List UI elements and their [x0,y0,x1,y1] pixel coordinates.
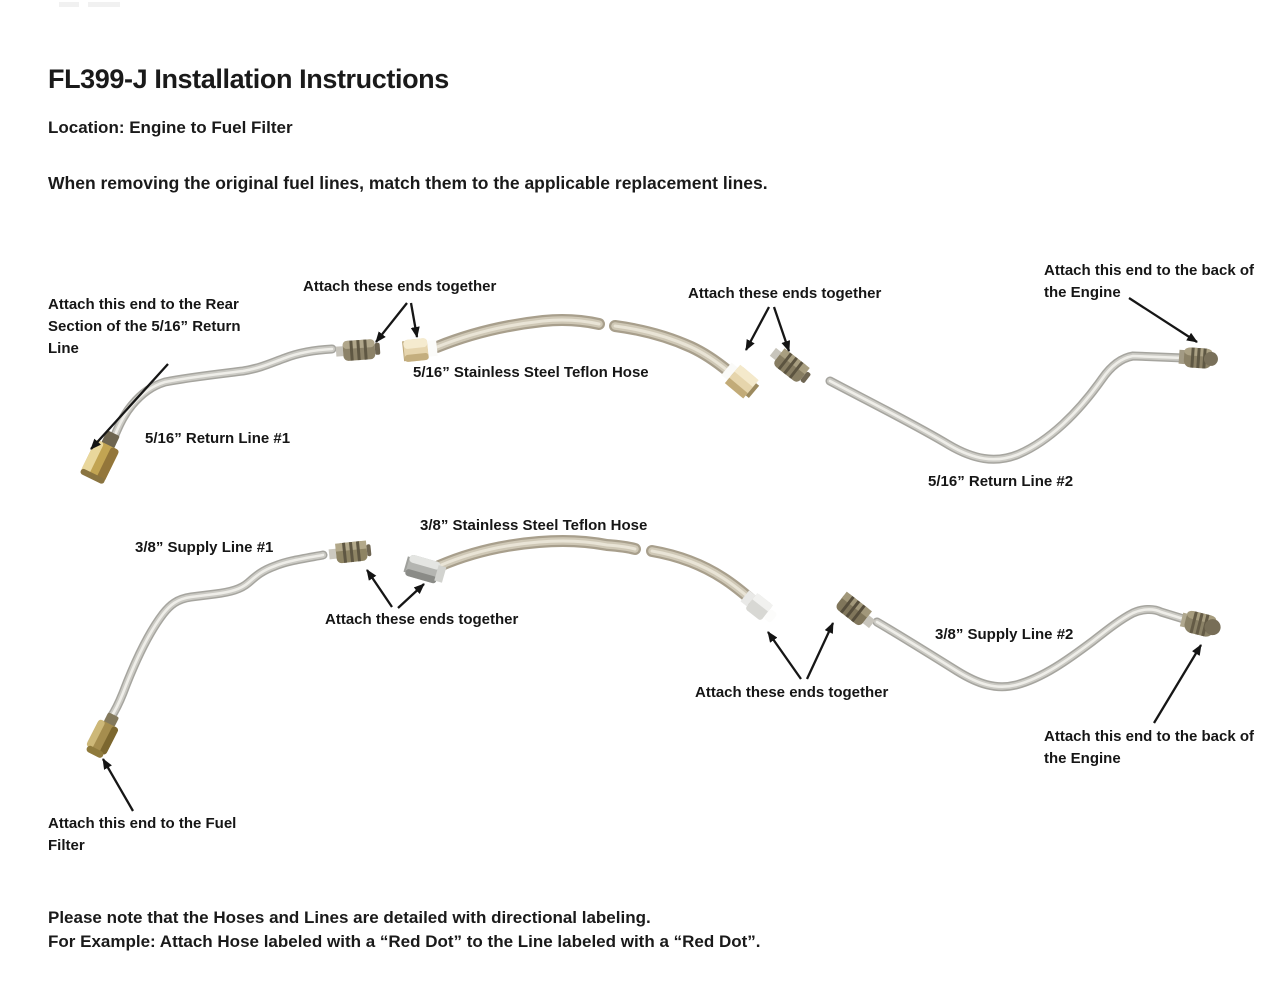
label-supply-line-2: 3/8” Supply Line #2 [935,626,1074,643]
label-attach-engine-return: Attach this end to the back of the Engin… [1044,262,1255,301]
label-attach-ends-return-left: Attach these ends together [303,278,497,295]
scan-artifact [59,2,79,7]
label-return-line-2: 5/16” Return Line #2 [928,473,1074,490]
footnote: Please note that the Hoses and Lines are… [48,906,761,954]
return-line-2-male-fitting [769,347,811,383]
supply-line-2-engine-fitting [1179,610,1221,637]
label-attach-ends-supply-right: Attach these ends together [695,684,889,701]
label-attach-engine-supply: Attach this end to the back of the Engin… [1044,728,1255,767]
label-supply-line-1: 3/8” Supply Line #1 [135,539,274,556]
label-attach-ends-return-right: Attach these ends together [688,285,882,302]
label-hose-38: 3/8” Stainless Steel Teflon Hose [420,517,648,534]
teflon-hose-516 [431,314,734,377]
hose-516-female-nut [402,338,438,362]
footnote-line-2: For Example: Attach Hose labeled with a … [48,932,761,951]
label-attach-fuel-filter: Attach this end to the Fuel Filter [48,815,237,854]
supply-line-1-male-fitting [328,540,372,564]
footnote-line-1: Please note that the Hoses and Lines are… [48,908,651,927]
label-attach-ends-supply-left: Attach these ends together [325,611,519,628]
supply-line-1 [106,550,328,722]
page-title: FL399-J Installation Instructions [48,64,449,94]
supply-line-2 [872,605,1192,692]
label-return-line-1: 5/16” Return Line #1 [145,430,291,447]
return-line-2 [825,351,1189,464]
teflon-hose-38 [433,535,761,609]
supply-line-2-male-fitting [836,591,876,629]
hose-38-female-nut [403,554,447,584]
hose-38-end-nut [740,590,777,623]
label-attach-rear-section: Attach this end to the Rear Section of t… [48,296,241,357]
supply-line-1-filter-fitting [86,712,119,758]
return-line-2-engine-fitting [1178,347,1218,369]
callout-arrows [90,297,1202,812]
intro-line: When removing the original fuel lines, m… [48,173,768,193]
location-line: Location: Engine to Fuel Filter [48,118,293,137]
hose-516-end-nut [721,362,760,399]
label-hose-516: 5/16” Stainless Steel Teflon Hose [413,364,649,381]
scan-artifact [88,2,120,7]
return-line-1-male-fitting [335,339,381,361]
